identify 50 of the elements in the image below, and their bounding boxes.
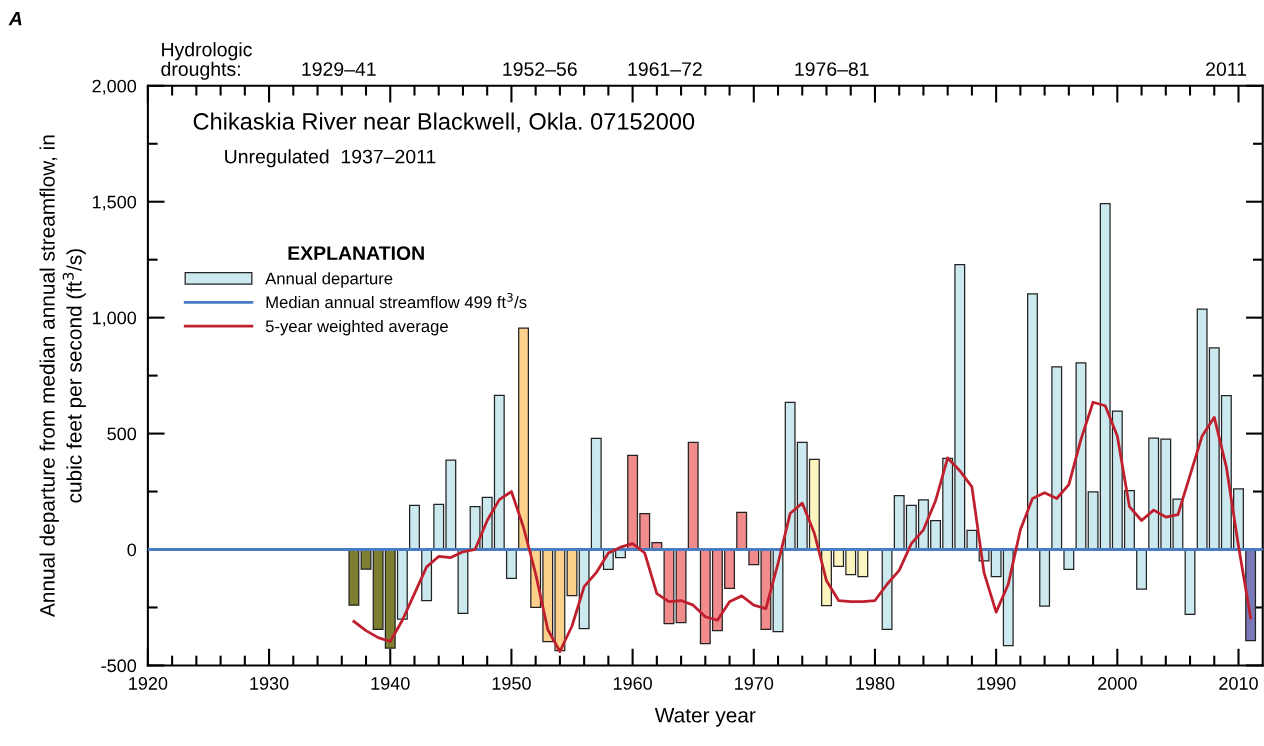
x-tick-label: 1960	[613, 677, 652, 690]
text: 2011	[1206, 62, 1247, 76]
legend-title: EXPLANATION	[288, 246, 424, 260]
y-tick-label: 1,000	[92, 311, 137, 327]
x-tick-label: 1930	[250, 677, 289, 690]
bar	[1075, 362, 1087, 551]
y-tick-label: 2,000	[92, 79, 137, 95]
y-tick-label: 0	[127, 543, 137, 557]
line-series	[352, 400, 1253, 653]
bar	[1063, 548, 1075, 571]
y-tick-label: -500	[101, 659, 137, 673]
text: 1929–41	[302, 62, 376, 76]
x-tick-label: 1990	[977, 677, 1016, 690]
x-tick-label: 1980	[856, 677, 895, 690]
x-tick-label: 1920	[129, 677, 168, 690]
legend-label: 5-year weighted average	[265, 319, 448, 336]
text: 1952–56	[503, 62, 577, 76]
y-tick-label: 1,500	[92, 195, 137, 211]
bar	[675, 548, 687, 624]
x-axis-title: Water year	[654, 708, 756, 727]
text: 1961–72	[628, 62, 702, 76]
bar	[881, 548, 893, 630]
bar	[590, 437, 602, 551]
bar	[518, 327, 530, 551]
bar	[348, 548, 360, 606]
x-tick-label: 1970	[735, 677, 774, 690]
x-tick-label: 1950	[492, 677, 531, 690]
bar	[1136, 548, 1148, 590]
bar	[1039, 548, 1051, 607]
bar	[457, 548, 469, 614]
bar	[505, 548, 517, 580]
x-tick-label: 2000	[1098, 677, 1137, 690]
text: Unregulated 1937–2011	[225, 149, 436, 168]
text: 1976–81	[795, 62, 869, 76]
y-axis-title: Annual departure from median annual streamflow, in cubic feet per second (ft$^{3}$/s)	[39, 135, 86, 618]
x-tick-label: 2010	[1219, 677, 1258, 690]
legend-label: Annual departure	[265, 272, 393, 288]
bar	[1027, 293, 1038, 551]
x-tick-label: 1940	[371, 677, 410, 690]
bar	[663, 548, 675, 625]
text: A	[8, 11, 22, 26]
bar	[736, 511, 748, 551]
bar	[409, 504, 420, 551]
bar	[1184, 548, 1196, 616]
text: Chikaskia River near Blackwell, Okla. 07152000	[193, 112, 695, 133]
y-tick-label: 500	[107, 427, 137, 441]
bar	[687, 441, 699, 551]
legend-label: Median annual streamflow 499 ft$^{3}$/s	[266, 292, 527, 309]
bar	[1051, 366, 1063, 551]
text: Hydrologic droughts:	[161, 42, 252, 80]
